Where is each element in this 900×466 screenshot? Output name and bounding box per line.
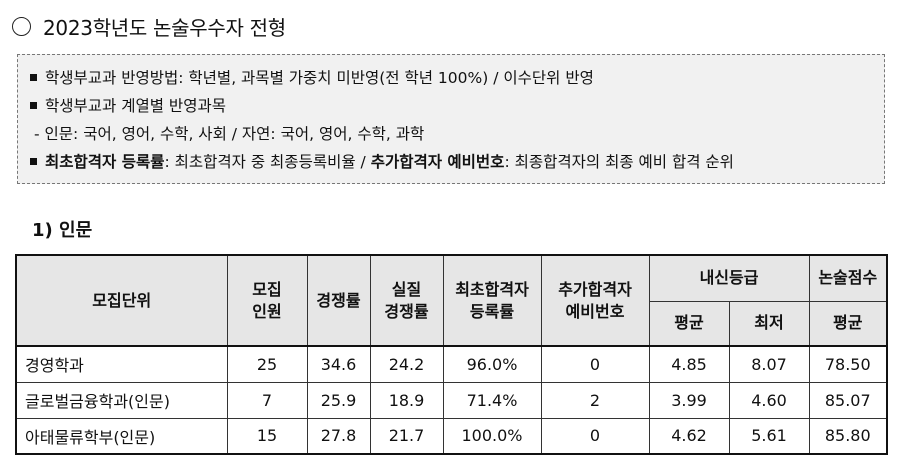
cell-quota: 25	[226, 345, 308, 383]
header-grade-min: 최저	[728, 300, 810, 347]
header-real-competition: 실질 경쟁률	[369, 254, 444, 347]
header-first-registration: 최초합격자 등록률	[442, 254, 542, 347]
cell-essay-avg: 85.80	[808, 417, 888, 455]
header-waitlist: 추가합격자 예비번호	[540, 254, 650, 347]
cell-grade-min: 5.61	[728, 417, 810, 455]
cell-quota: 15	[226, 417, 308, 455]
cell-grade-avg: 4.62	[648, 417, 730, 455]
info-text-4b: : 최종합격자의 최종 예비 합격 순위	[504, 153, 734, 171]
cell-name: 경영학과	[15, 345, 228, 383]
table-row: 글로벌금융학과(인문) 7 25.9 18.9 71.4% 2 3.99 4.6…	[15, 381, 888, 419]
header-grade: 내신등급	[648, 254, 810, 302]
admission-table: 모집단위 모집 인원 경쟁률 실질 경쟁률 최초합격자 등록률 추가합격자 예비…	[15, 254, 889, 455]
info-box: 학생부교과 반영방법: 학년별, 과목별 가중치 미반영(전 학년 100%) …	[17, 54, 885, 184]
cell-real-competition: 24.2	[369, 345, 444, 383]
cell-grade-avg: 3.99	[648, 381, 730, 419]
page-title: 2023학년도 논술우수자 전형	[12, 10, 286, 42]
info-text-2: 학생부교과 계열별 반영과목	[45, 97, 226, 115]
info-line-3: - 인문: 국어, 영어, 수학, 사회 / 자연: 국어, 영어, 수학, 과…	[34, 125, 425, 143]
cell-waitlist: 2	[540, 381, 650, 419]
info-text-1: 학생부교과 반영방법: 학년별, 과목별 가중치 미반영(전 학년 100%) …	[45, 69, 594, 87]
table-row: 경영학과 25 34.6 24.2 96.0% 0 4.85 8.07 78.5…	[15, 345, 888, 383]
square-bullet-icon	[30, 73, 37, 81]
info-text-4a: : 최초합격자 중 최종등록비율 /	[164, 153, 371, 171]
cell-real-competition: 21.7	[369, 417, 444, 455]
cell-registration: 100.0%	[442, 417, 542, 455]
header-grade-avg: 평균	[648, 300, 730, 347]
cell-competition: 34.6	[306, 345, 371, 383]
info-bold-1: 최초합격자 등록률	[45, 153, 165, 171]
cell-waitlist: 0	[540, 345, 650, 383]
header-competition: 경쟁률	[306, 254, 371, 347]
table-row: 아태물류학부(인문) 15 27.8 21.7 100.0% 0 4.62 5.…	[15, 417, 888, 455]
cell-essay-avg: 85.07	[808, 381, 888, 419]
square-bullet-icon	[30, 101, 37, 109]
header-quota: 모집 인원	[226, 254, 308, 347]
header-essay-avg: 평균	[808, 300, 888, 347]
cell-name: 글로벌금융학과(인문)	[15, 381, 228, 419]
cell-grade-avg: 4.85	[648, 345, 730, 383]
cell-competition: 27.8	[306, 417, 371, 455]
cell-competition: 25.9	[306, 381, 371, 419]
cell-registration: 71.4%	[442, 381, 542, 419]
circle-bullet-icon	[12, 16, 31, 36]
info-line-2: 학생부교과 계열별 반영과목	[28, 92, 884, 120]
cell-waitlist: 0	[540, 417, 650, 455]
header-unit: 모집단위	[15, 254, 228, 347]
cell-grade-min: 8.07	[728, 345, 810, 383]
cell-real-competition: 18.9	[369, 381, 444, 419]
cell-grade-min: 4.60	[728, 381, 810, 419]
cell-essay-avg: 78.50	[808, 345, 888, 383]
info-line-4: 최초합격자 등록률: 최초합격자 중 최종등록비율 / 추가합격자 예비번호: …	[28, 148, 884, 176]
square-bullet-icon	[30, 157, 37, 165]
cell-quota: 7	[226, 381, 308, 419]
info-bold-2: 추가합격자 예비번호	[370, 153, 505, 171]
cell-name: 아태물류학부(인문)	[15, 417, 228, 455]
section-title: 1) 인문	[32, 220, 93, 241]
cell-registration: 96.0%	[442, 345, 542, 383]
info-line-1: 학생부교과 반영방법: 학년별, 과목별 가중치 미반영(전 학년 100%) …	[28, 64, 884, 92]
title-text: 2023학년도 논술우수자 전형	[43, 15, 286, 40]
header-essay: 논술점수	[808, 254, 888, 302]
